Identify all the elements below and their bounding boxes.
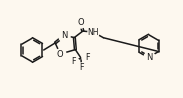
Text: N: N — [61, 31, 68, 40]
Text: O: O — [57, 50, 63, 59]
Text: O: O — [77, 18, 84, 27]
Text: F: F — [71, 57, 76, 66]
Text: F: F — [79, 63, 84, 72]
Text: F: F — [85, 53, 89, 62]
Text: N: N — [146, 53, 152, 62]
Text: NH: NH — [88, 28, 99, 37]
